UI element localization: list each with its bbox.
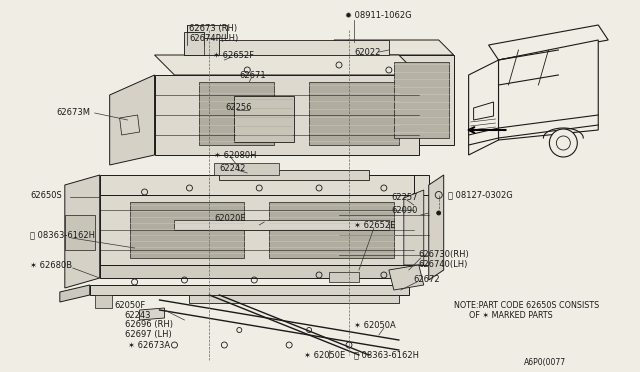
- Polygon shape: [389, 265, 424, 290]
- Polygon shape: [394, 62, 449, 138]
- Polygon shape: [109, 75, 154, 165]
- Polygon shape: [100, 195, 414, 265]
- Polygon shape: [407, 90, 419, 130]
- Text: 62671: 62671: [239, 71, 266, 80]
- Text: 62020E: 62020E: [214, 214, 246, 222]
- Text: 62243: 62243: [125, 311, 151, 320]
- Polygon shape: [339, 195, 429, 265]
- Polygon shape: [334, 40, 349, 155]
- Text: OF ✶ MARKED PARTS: OF ✶ MARKED PARTS: [454, 311, 552, 320]
- Polygon shape: [184, 32, 220, 55]
- Polygon shape: [214, 163, 279, 175]
- Text: ✹ 08911-1062G: ✹ 08911-1062G: [345, 10, 412, 19]
- Polygon shape: [65, 175, 100, 288]
- Text: ✶ 62652E: ✶ 62652E: [354, 221, 396, 230]
- Polygon shape: [339, 175, 429, 195]
- Polygon shape: [429, 175, 444, 280]
- Circle shape: [436, 211, 441, 215]
- Text: 62673 (RH): 62673 (RH): [189, 23, 237, 32]
- Polygon shape: [329, 272, 359, 282]
- Polygon shape: [140, 308, 164, 320]
- Polygon shape: [499, 40, 598, 140]
- Polygon shape: [468, 60, 499, 155]
- Polygon shape: [184, 40, 389, 55]
- Polygon shape: [349, 55, 454, 145]
- Polygon shape: [220, 170, 369, 180]
- Polygon shape: [488, 25, 608, 60]
- Polygon shape: [130, 202, 244, 258]
- Polygon shape: [90, 285, 409, 295]
- Text: 62697 (LH): 62697 (LH): [125, 330, 172, 340]
- Polygon shape: [188, 25, 227, 38]
- Text: 626740(LH): 626740(LH): [419, 260, 468, 269]
- Polygon shape: [154, 55, 419, 75]
- Text: ✶ 62652F: ✶ 62652F: [213, 51, 254, 60]
- Circle shape: [556, 136, 570, 150]
- Polygon shape: [189, 295, 399, 303]
- Text: 62256: 62256: [225, 103, 252, 112]
- Text: ✶ 62050E: ✶ 62050E: [304, 350, 346, 359]
- Polygon shape: [404, 190, 424, 265]
- Circle shape: [549, 129, 577, 157]
- Polygon shape: [100, 175, 414, 195]
- Text: ⒲ 08127-0302G: ⒲ 08127-0302G: [448, 190, 513, 199]
- Text: 62672: 62672: [414, 276, 440, 285]
- Polygon shape: [269, 202, 394, 258]
- Text: 62022: 62022: [354, 48, 380, 57]
- Polygon shape: [474, 102, 493, 120]
- Text: A6P0(0077: A6P0(0077: [524, 357, 566, 366]
- Polygon shape: [100, 265, 414, 278]
- Polygon shape: [120, 115, 140, 135]
- Text: 62650S: 62650S: [30, 190, 61, 199]
- Polygon shape: [95, 295, 111, 308]
- Text: 62242: 62242: [220, 164, 246, 173]
- Text: 62696 (RH): 62696 (RH): [125, 321, 173, 330]
- Polygon shape: [154, 75, 419, 155]
- Polygon shape: [499, 50, 558, 85]
- Text: NOTE:PART CODE 62650S CONSISTS: NOTE:PART CODE 62650S CONSISTS: [454, 301, 599, 310]
- Text: 62090: 62090: [392, 205, 418, 215]
- Text: 626730(RH): 626730(RH): [419, 250, 470, 260]
- Polygon shape: [334, 40, 454, 55]
- Text: 62257: 62257: [392, 192, 419, 202]
- Text: 62673M: 62673M: [57, 108, 91, 116]
- Polygon shape: [65, 215, 95, 250]
- Polygon shape: [234, 96, 294, 142]
- Polygon shape: [309, 82, 399, 145]
- Polygon shape: [60, 285, 90, 302]
- Polygon shape: [175, 220, 389, 230]
- Text: Ⓝ 08363-6162H: Ⓝ 08363-6162H: [30, 231, 95, 240]
- Text: Ⓝ 08363-6162H: Ⓝ 08363-6162H: [354, 350, 419, 359]
- Text: ✶ 62050A: ✶ 62050A: [354, 321, 396, 330]
- Polygon shape: [200, 82, 274, 145]
- Text: ✶ 62080H: ✶ 62080H: [214, 151, 257, 160]
- Text: 62050F: 62050F: [115, 301, 146, 310]
- Text: ✶ 62680B: ✶ 62680B: [30, 260, 72, 269]
- Text: 62674P(LH): 62674P(LH): [189, 33, 239, 42]
- Text: ✶ 62673A: ✶ 62673A: [127, 340, 170, 350]
